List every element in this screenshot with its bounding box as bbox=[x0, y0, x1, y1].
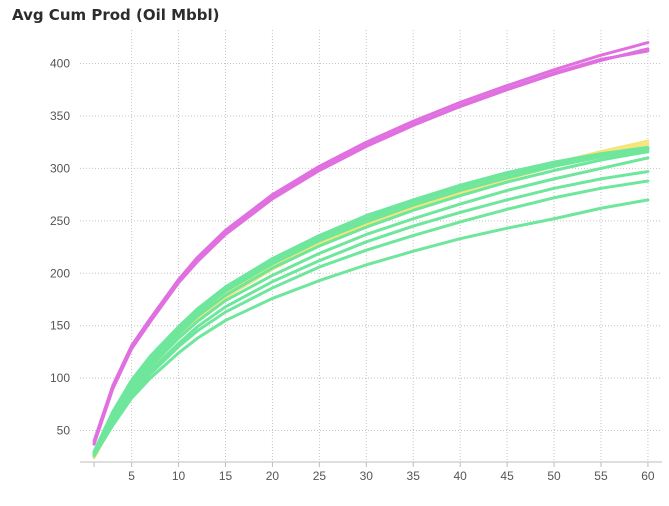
x-tick-label: 40 bbox=[453, 469, 467, 483]
series-line-3 bbox=[92, 49, 650, 445]
series-line-11 bbox=[92, 156, 650, 457]
y-tick-label: 400 bbox=[50, 57, 70, 71]
x-tick-label: 35 bbox=[407, 469, 421, 483]
x-tick-label: 20 bbox=[266, 469, 280, 483]
x-tick-label: 5 bbox=[128, 469, 135, 483]
series-line-4 bbox=[92, 139, 650, 458]
series-line-13 bbox=[92, 179, 650, 458]
series-line-12 bbox=[92, 170, 650, 458]
y-tick-label: 50 bbox=[57, 424, 71, 438]
series-lines bbox=[92, 41, 650, 460]
x-tick-label: 30 bbox=[360, 469, 374, 483]
series-line-2 bbox=[92, 47, 650, 446]
x-tick-label: 55 bbox=[594, 469, 608, 483]
x-tick-label: 60 bbox=[641, 469, 655, 483]
y-tick-label: 250 bbox=[50, 214, 70, 228]
series-line-10 bbox=[92, 150, 650, 457]
series-line-7 bbox=[92, 145, 650, 454]
x-tick-label: 45 bbox=[500, 469, 514, 483]
x-tick-label: 50 bbox=[547, 469, 561, 483]
y-tick-label: 350 bbox=[50, 109, 70, 123]
y-tick-label: 100 bbox=[50, 371, 70, 385]
x-tick-label: 25 bbox=[313, 469, 327, 483]
series-line-14 bbox=[92, 198, 650, 458]
y-tick-label: 200 bbox=[50, 266, 70, 280]
x-tick-label: 10 bbox=[172, 469, 186, 483]
series-line-9 bbox=[92, 148, 650, 456]
x-tick-label: 15 bbox=[219, 469, 233, 483]
chart-title: Avg Cum Prod (Oil Mbbl) bbox=[12, 6, 220, 24]
series-line-5 bbox=[92, 142, 650, 460]
y-tick-label: 300 bbox=[50, 161, 70, 175]
axes: 50 100 150 200 250 300 350 400 5 10 15 20 25 30 35 40 45… bbox=[50, 57, 662, 483]
series-line-6 bbox=[92, 145, 650, 459]
y-tick-label: 150 bbox=[50, 319, 70, 333]
grid bbox=[80, 30, 662, 462]
